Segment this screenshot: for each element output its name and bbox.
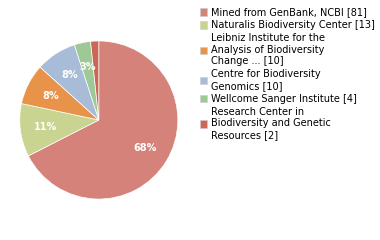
Text: 3%: 3% (79, 62, 96, 72)
Legend: Mined from GenBank, NCBI [81], Naturalis Biodiversity Center [13], Leibniz Insti: Mined from GenBank, NCBI [81], Naturalis… (198, 5, 377, 142)
Wedge shape (40, 45, 99, 120)
Text: 11%: 11% (34, 122, 57, 132)
Wedge shape (20, 104, 99, 156)
Text: 68%: 68% (133, 143, 156, 153)
Wedge shape (22, 67, 99, 120)
Wedge shape (28, 41, 178, 199)
Text: 8%: 8% (43, 90, 59, 101)
Text: 8%: 8% (61, 70, 78, 80)
Wedge shape (74, 41, 99, 120)
Wedge shape (90, 41, 99, 120)
